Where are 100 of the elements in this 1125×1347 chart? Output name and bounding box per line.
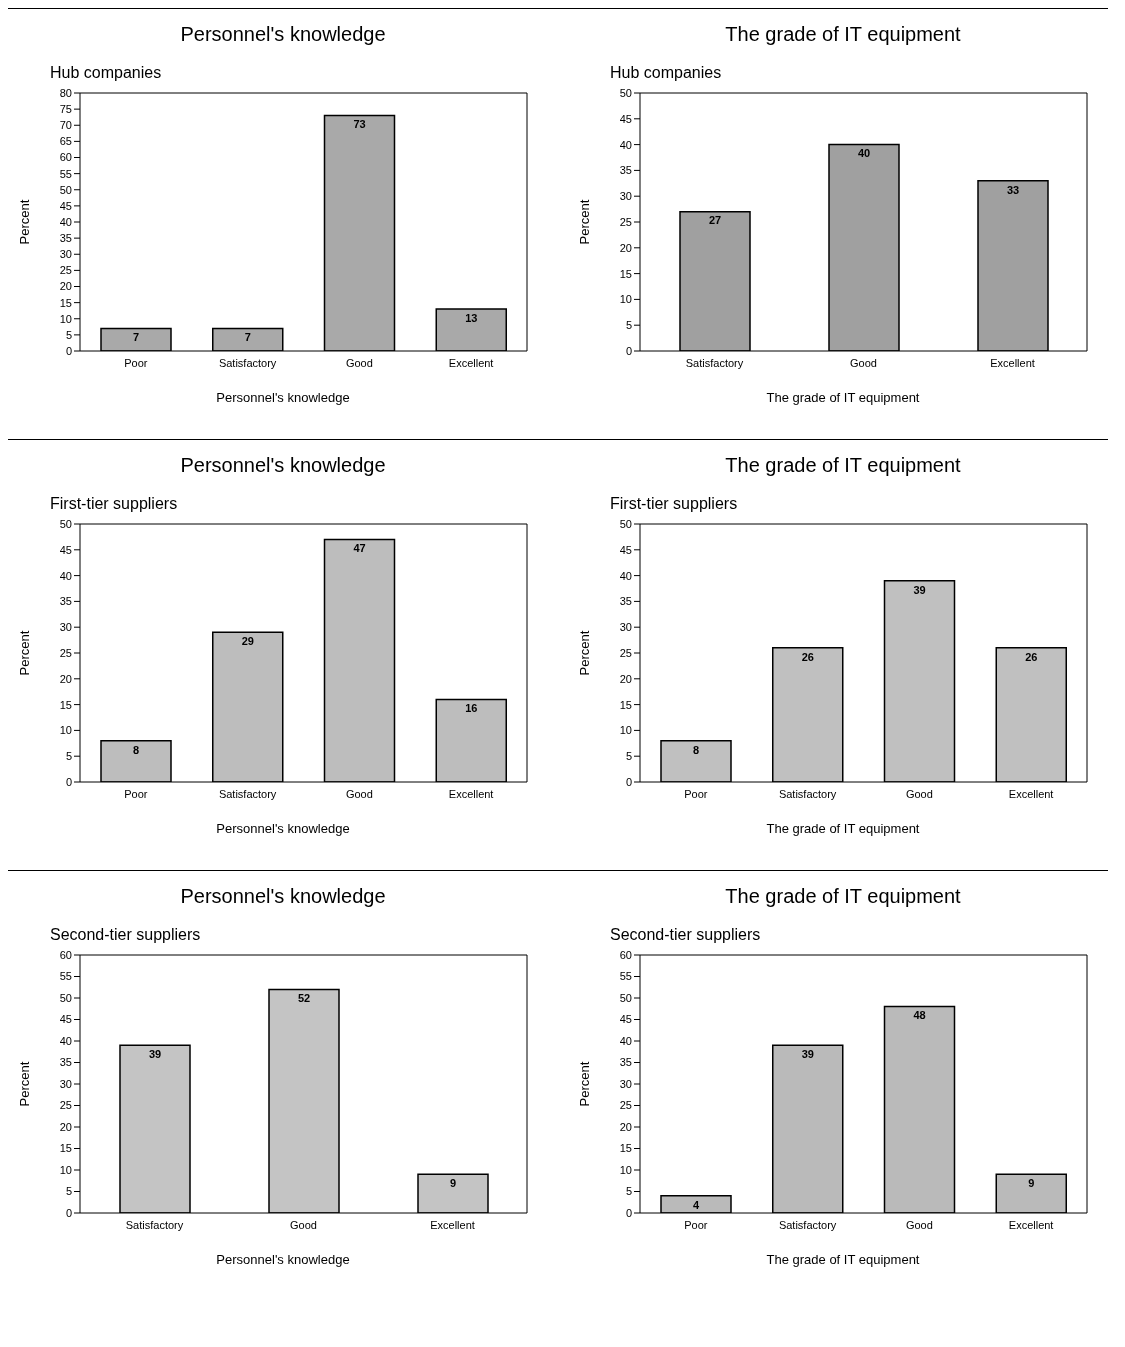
y-tick-label: 45 <box>59 1013 72 1026</box>
chart-subtitle: First-tier suppliers <box>610 495 739 513</box>
data-label: 39 <box>913 583 926 596</box>
y-axis-title: Percent <box>16 199 32 245</box>
data-label: 8 <box>132 743 140 756</box>
data-label: 4 <box>692 1198 700 1211</box>
y-tick-label: 40 <box>59 215 72 228</box>
data-label: 40 <box>857 147 871 160</box>
y-tick-label: 50 <box>619 86 632 99</box>
y-tick-label: 50 <box>59 991 72 1004</box>
data-label: 48 <box>913 1009 926 1022</box>
chart-subtitle: Hub companies <box>610 64 723 82</box>
chart-subtitle: Second-tier suppliers <box>50 926 202 944</box>
y-tick-label: 15 <box>619 267 632 280</box>
y-tick-label: 80 <box>59 86 72 99</box>
data-label: 8 <box>692 743 700 756</box>
y-tick-label: 0 <box>65 1206 72 1219</box>
y-tick-label: 60 <box>619 948 632 961</box>
y-tick-label: 30 <box>59 1077 72 1090</box>
y-tick-label: 10 <box>59 1163 72 1176</box>
x-axis-title: Personnel's knowledge <box>215 821 351 836</box>
chart-subtitle: Hub companies <box>50 64 163 82</box>
y-tick-label: 5 <box>625 1185 632 1198</box>
data-label: 52 <box>297 992 311 1005</box>
chart-title: The grade of IT equipment <box>724 885 962 908</box>
y-tick-label: 40 <box>59 569 72 582</box>
y-tick-label: 30 <box>619 190 632 203</box>
y-tick-label: 75 <box>59 103 72 116</box>
y-tick-label: 45 <box>619 543 632 556</box>
x-axis-title: Personnel's knowledge <box>215 1252 351 1267</box>
x-tick-label: Poor <box>684 1218 708 1231</box>
y-tick-label: 30 <box>619 621 632 634</box>
y-tick-label: 50 <box>619 517 632 530</box>
y-tick-label: 5 <box>65 1185 72 1198</box>
x-tick-label: Good <box>905 787 933 800</box>
data-label: 33 <box>1006 183 1020 196</box>
y-tick-label: 15 <box>59 296 72 309</box>
y-tick-label: 40 <box>59 1034 72 1047</box>
y-tick-label: 25 <box>59 264 72 277</box>
y-tick-label: 35 <box>619 1056 632 1069</box>
x-tick-label: Poor <box>124 787 148 800</box>
data-label: 27 <box>708 214 722 227</box>
y-tick-label: 50 <box>619 991 632 1004</box>
y-tick-label: 30 <box>59 621 72 634</box>
y-tick-label: 60 <box>59 151 72 164</box>
y-tick-label: 40 <box>619 569 632 582</box>
y-tick-label: 45 <box>59 199 72 212</box>
y-tick-label: 35 <box>619 595 632 608</box>
y-tick-label: 40 <box>619 138 632 151</box>
y-tick-label: 15 <box>59 1142 72 1155</box>
y-tick-label: 50 <box>59 517 72 530</box>
y-tick-label: 45 <box>59 543 72 556</box>
y-tick-label: 45 <box>619 1013 632 1026</box>
x-tick-label: Excellent <box>448 356 494 369</box>
y-axis-title: Percent <box>576 630 592 676</box>
y-tick-label: 0 <box>625 344 632 357</box>
y-tick-label: 25 <box>619 1099 632 1112</box>
chart-title: Personnel's knowledge <box>179 885 387 908</box>
y-tick-label: 40 <box>619 1034 632 1047</box>
y-tick-label: 20 <box>619 1120 632 1133</box>
y-tick-label: 0 <box>65 775 72 788</box>
y-tick-label: 5 <box>625 319 632 332</box>
y-tick-label: 0 <box>625 1206 632 1219</box>
y-tick-label: 20 <box>59 280 72 293</box>
data-label: 7 <box>132 331 140 344</box>
data-label: 26 <box>801 650 814 663</box>
y-tick-label: 35 <box>59 1056 72 1069</box>
y-tick-label: 20 <box>59 1120 72 1133</box>
x-tick-label: Satisfactory <box>685 356 744 369</box>
y-tick-label: 25 <box>59 646 72 659</box>
data-label: 7 <box>244 331 251 344</box>
x-tick-label: Satisfactory <box>778 787 837 800</box>
y-axis-title: Percent <box>16 1061 32 1107</box>
x-tick-label: Excellent <box>430 1218 475 1231</box>
x-tick-label: Satisfactory <box>218 787 277 800</box>
x-axis-title: The grade of IT equipment <box>765 1252 921 1267</box>
y-tick-label: 15 <box>59 698 72 711</box>
chart-title: The grade of IT equipment <box>724 23 962 46</box>
x-tick-label: Good <box>345 787 373 800</box>
y-tick-label: 65 <box>59 135 72 148</box>
y-tick-label: 20 <box>619 241 632 254</box>
x-tick-label: Good <box>850 356 877 369</box>
y-tick-label: 70 <box>59 119 72 132</box>
y-axis-title: Percent <box>576 199 592 245</box>
y-tick-label: 20 <box>59 672 72 685</box>
x-tick-label: Good <box>345 356 373 369</box>
y-tick-label: 60 <box>59 948 72 961</box>
x-tick-label: Poor <box>124 356 148 369</box>
y-tick-label: 5 <box>625 750 632 763</box>
data-label: 26 <box>1025 650 1038 663</box>
x-tick-label: Excellent <box>1008 1218 1054 1231</box>
chart-subtitle: Second-tier suppliers <box>610 926 762 944</box>
chart-subtitle: First-tier suppliers <box>50 495 179 513</box>
y-tick-label: 25 <box>59 1099 72 1112</box>
y-tick-label: 0 <box>65 344 72 357</box>
x-tick-label: Excellent <box>990 356 1035 369</box>
x-tick-label: Satisfactory <box>125 1218 184 1231</box>
data-label: 47 <box>353 542 366 555</box>
y-tick-label: 55 <box>59 167 72 180</box>
y-tick-label: 55 <box>59 970 72 983</box>
